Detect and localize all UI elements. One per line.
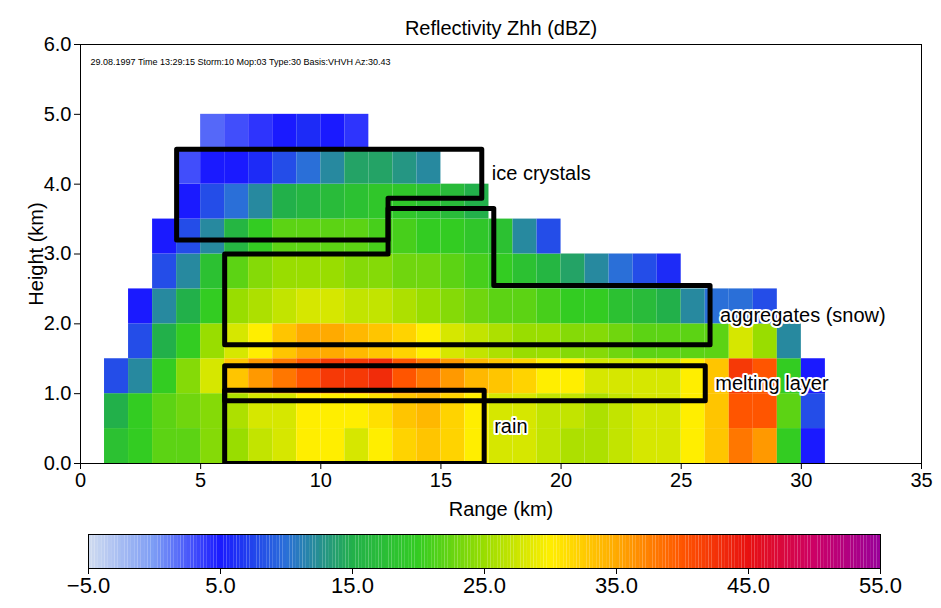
svg-text:25: 25 <box>670 469 692 491</box>
svg-text:Reflectivity Zhh (dBZ): Reflectivity Zhh (dBZ) <box>405 17 597 39</box>
svg-text:6.0: 6.0 <box>44 33 72 55</box>
svg-text:55.0: 55.0 <box>859 573 902 598</box>
svg-text:10: 10 <box>310 469 332 491</box>
svg-text:15: 15 <box>430 469 452 491</box>
svg-text:ice crystals: ice crystals <box>492 162 591 184</box>
svg-text:35: 35 <box>910 469 932 491</box>
svg-text:30: 30 <box>790 469 812 491</box>
svg-text:2.0: 2.0 <box>44 312 72 334</box>
svg-text:1.0: 1.0 <box>44 382 72 404</box>
svg-text:5: 5 <box>195 469 206 491</box>
svg-text:20: 20 <box>550 469 572 491</box>
svg-text:−5.0: −5.0 <box>67 573 110 598</box>
svg-text:45.0: 45.0 <box>727 573 770 598</box>
svg-text:5.0: 5.0 <box>205 573 236 598</box>
svg-text:25.0: 25.0 <box>463 573 506 598</box>
svg-text:4.0: 4.0 <box>44 173 72 195</box>
svg-text:35.0: 35.0 <box>595 573 638 598</box>
svg-text:aggregates (snow): aggregates (snow) <box>720 304 886 326</box>
svg-text:3.0: 3.0 <box>44 242 72 264</box>
svg-text:0: 0 <box>75 469 86 491</box>
svg-text:Range (km): Range (km) <box>449 498 553 520</box>
svg-text:0.0: 0.0 <box>44 452 72 474</box>
svg-text:melting layer: melting layer <box>715 372 829 394</box>
svg-text:15.0: 15.0 <box>331 573 374 598</box>
svg-text:rain: rain <box>494 415 527 437</box>
svg-text:Height (km): Height (km) <box>25 202 47 305</box>
svg-text:5.0: 5.0 <box>44 103 72 125</box>
svg-text:29.08.1997 Time 13:29:15 Storm: 29.08.1997 Time 13:29:15 Storm:10 Mop:03… <box>91 57 391 67</box>
